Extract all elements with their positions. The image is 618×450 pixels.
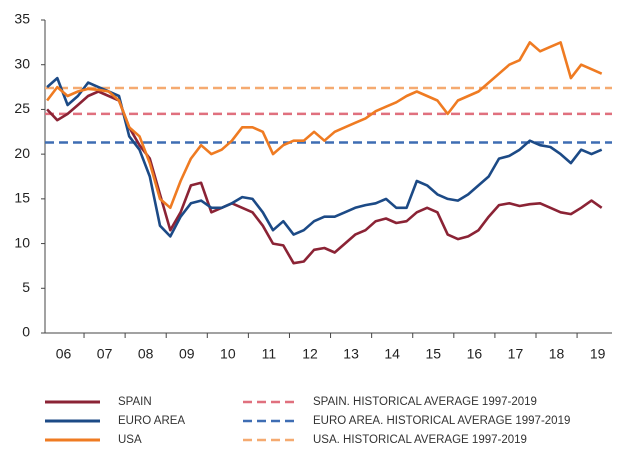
x-tick-label: 06: [56, 346, 72, 362]
x-tick-label: 11: [262, 346, 277, 362]
legend-label: USA: [118, 434, 142, 446]
legend-label: EURO AREA: [118, 415, 185, 427]
x-tick-label: 16: [467, 346, 483, 362]
x-tick-label: 14: [384, 346, 400, 362]
x-tick-label: 12: [302, 346, 318, 362]
y-tick-label: 5: [22, 279, 30, 295]
y-tick-label: 35: [14, 11, 30, 27]
legend-label: USA. HISTORICAL AVERAGE 1997-2019: [313, 434, 527, 446]
x-tick-label: 07: [97, 346, 113, 362]
x-tick-label: 09: [179, 346, 195, 362]
legend-label: EURO AREA. HISTORICAL AVERAGE 1997-2019: [313, 415, 570, 427]
x-tick-label: 15: [425, 346, 441, 362]
series-line: [46, 41, 603, 210]
y-tick-label: 20: [14, 145, 30, 161]
y-tick-label: 10: [14, 234, 30, 250]
x-tick-label: 17: [508, 346, 524, 362]
y-tick-label: 30: [14, 55, 30, 71]
x-tick-label: 19: [590, 346, 606, 362]
y-tick-label: 0: [22, 324, 30, 340]
x-tick-label: 13: [343, 346, 359, 362]
y-tick-label: 15: [14, 190, 30, 206]
x-tick-label: 18: [549, 346, 565, 362]
series-line: [46, 90, 603, 265]
x-tick-label: 08: [138, 346, 154, 362]
series-line: [46, 76, 603, 238]
legend-label: SPAIN: [118, 396, 152, 408]
legend-label: SPAIN. HISTORICAL AVERAGE 1997-2019: [313, 396, 537, 408]
y-tick-label: 25: [14, 100, 30, 116]
x-tick-label: 10: [220, 346, 236, 362]
